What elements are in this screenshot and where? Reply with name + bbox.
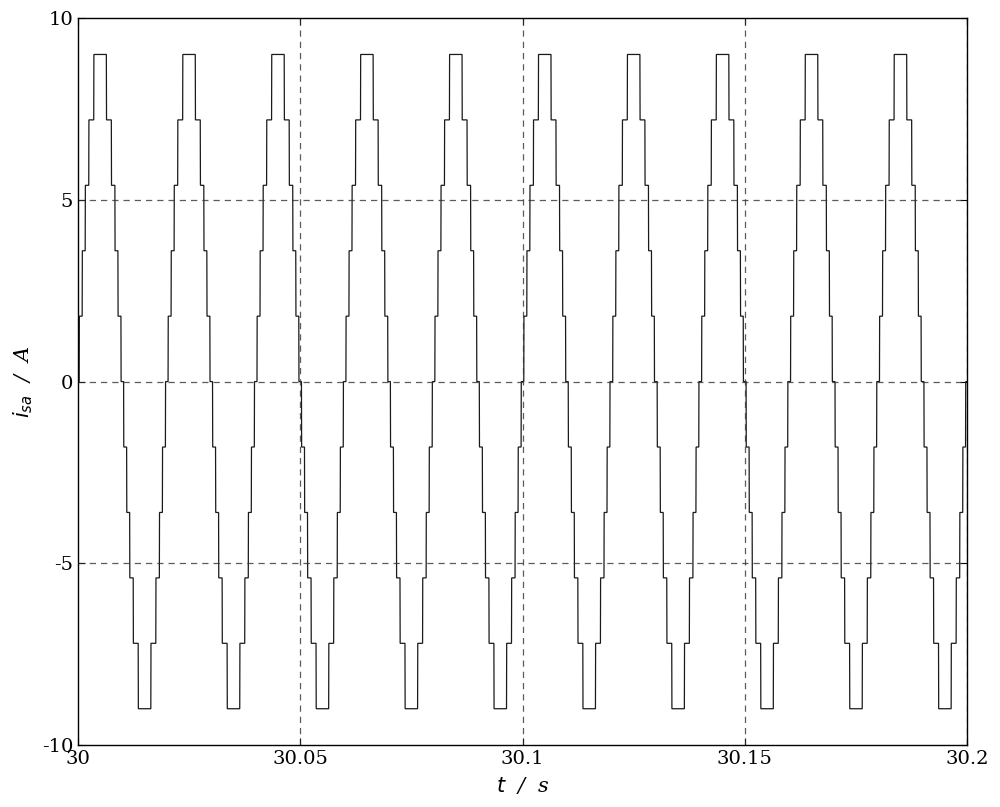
Y-axis label: $i_{sa}$  /  A: $i_{sa}$ / A: [11, 345, 35, 418]
X-axis label: $t$  /  s: $t$ / s: [496, 775, 549, 796]
